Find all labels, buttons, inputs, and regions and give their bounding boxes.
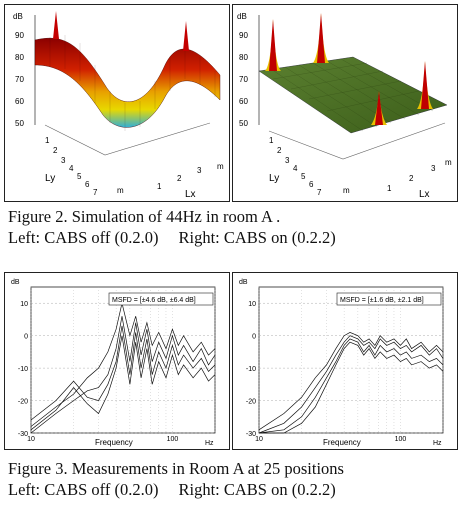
fig2r-y-unit: m: [343, 186, 350, 195]
x-tick-label: 100: [395, 436, 407, 443]
series-line: [30, 325, 216, 421]
fig2l-y-tick: 7: [93, 188, 98, 197]
fig2r-z-tick: 80: [239, 53, 248, 62]
fig2l-z-tick: 80: [15, 53, 24, 62]
fig2r-y-tick: 5: [301, 172, 306, 181]
fig2l-z-tick: 60: [15, 97, 24, 106]
fig2l-y-unit: m: [117, 186, 124, 195]
figure2-caption-sub: Left: CABS off (0.2.0) Right: CABS on (0.…: [8, 227, 336, 248]
fig2r-y-tick: 2: [277, 146, 282, 155]
series-line: [258, 338, 444, 434]
series-line: [30, 303, 216, 427]
fig2l-y-tick: 1: [45, 136, 50, 145]
fig3r-legend: MSFD = [±1.6 dB, ±2.1 dB]: [340, 297, 424, 304]
y-tick-label: -20: [18, 399, 28, 406]
y-tick-label: 0: [24, 334, 28, 341]
fig2l-y-tick: 3: [61, 156, 66, 165]
figure3-caption-sub: Left: CABS off (0.2.0) Right: CABS on (0.…: [8, 479, 344, 500]
fig2l-z-tick: 90: [15, 31, 24, 40]
fig2r-z-tick: 90: [239, 31, 248, 40]
x-tick-label: 10: [27, 436, 35, 443]
fig2l-x-unit: m: [217, 162, 224, 171]
x-tick-label: 10: [255, 436, 263, 443]
fig2r-z-tick: 50: [239, 119, 248, 128]
fig2r-x-label: Lx: [419, 189, 430, 200]
fig2l-z-unit: dB: [13, 12, 23, 21]
fig2r-y-label: Ly: [269, 173, 279, 184]
fig2l-y-label: Ly: [45, 173, 55, 184]
y-tick-label: 0: [252, 334, 256, 341]
series-line: [258, 332, 444, 431]
y-tick-label: 10: [248, 301, 256, 308]
fig3l-legend: MSFD = [±4.6 dB, ±6.4 dB]: [112, 297, 196, 304]
fig2r-y-tick: 4: [293, 164, 298, 173]
x-tick-label: 100: [167, 436, 179, 443]
fig2r-x-tick: 1: [387, 184, 392, 193]
y-tick-label: 10: [20, 301, 28, 308]
y-tick-label: -20: [246, 399, 256, 406]
y-tick-label: -30: [18, 431, 28, 438]
series-line: [30, 316, 216, 434]
figure3-caption-title: Figure 3. Measurements in Room A at 25 p…: [8, 459, 344, 478]
fig2l-x-tick: 1: [157, 182, 162, 191]
fig3r-x-unit: Hz: [433, 440, 442, 447]
fig3l-x-label: Frequency: [95, 438, 133, 447]
fig2-right-surface-plot: dB 90 80 70 60 50 1 2 3 4: [232, 4, 458, 202]
figure3-caption: Figure 3. Measurements in Room A at 25 p…: [8, 458, 344, 500]
fig2r-z-unit: dB: [237, 12, 247, 21]
fig2r-z-tick: 60: [239, 97, 248, 106]
fig2l-z-tick: 50: [15, 119, 24, 128]
fig2l-y-tick: 4: [69, 164, 74, 173]
figure3-caption-left: Left: CABS off (0.2.0): [8, 480, 159, 499]
fig2l-x-tick: 3: [197, 166, 202, 175]
fig2r-x-tick: 3: [431, 164, 436, 173]
fig3r-x-label: Frequency: [323, 438, 361, 447]
fig2r-y-tick: 3: [285, 156, 290, 165]
fig3-right-chart: dB 10 0 -10 -20 -30 10 100 MSFD = [±1.6 dB, ±2…: [232, 272, 458, 450]
fig2r-x-unit: m: [445, 158, 452, 167]
fig3l-legend-box: [108, 292, 214, 306]
fig2-right-svg: dB 90 80 70 60 50 1 2 3 4: [237, 12, 452, 200]
fig2r-surface: [258, 13, 448, 134]
fig3l-y-unit: dB: [11, 279, 20, 286]
fig2l-y-tick: 5: [77, 172, 82, 181]
series-line: [259, 341, 444, 434]
fig2l-z-tick: 70: [15, 75, 24, 84]
fig2l-y-tick: 6: [85, 180, 90, 189]
fig2r-y-tick: 7: [317, 188, 322, 197]
figure3-caption-right: Right: CABS on (0.2.2): [178, 480, 336, 499]
fig3l-plot-area: [30, 286, 216, 434]
fig2l-surface: [34, 11, 221, 156]
fig2-left-surface-plot: dB 90 80 70 60 50 1 2 3 4 5 6 7: [4, 4, 230, 202]
y-tick-label: -30: [246, 431, 256, 438]
figure2-caption-right: Right: CABS on (0.2.2): [178, 228, 336, 247]
y-tick-label: -10: [18, 366, 28, 373]
series-line: [30, 335, 216, 431]
figure2-caption-title: Figure 2. Simulation of 44Hz in room A .: [8, 207, 281, 226]
y-tick-label: -10: [246, 366, 256, 373]
fig2r-y-tick: 1: [269, 136, 274, 145]
fig2r-y-tick: 6: [309, 180, 314, 189]
fig2r-x-tick: 2: [409, 174, 414, 183]
fig3r-y-unit: dB: [239, 279, 248, 286]
figure2-caption-left: Left: CABS off (0.2.0): [8, 228, 159, 247]
fig2-left-svg: dB 90 80 70 60 50 1 2 3 4 5 6 7: [13, 11, 224, 200]
fig2r-z-tick: 70: [239, 75, 248, 84]
fig2l-y-tick: 2: [53, 146, 58, 155]
fig3-left-chart: dB 10 0 -10 -20 -30 10 100 MSFD = [±4.6 dB, ±6…: [4, 272, 230, 450]
fig3r-legend-box: [336, 292, 442, 306]
series-line: [258, 335, 444, 434]
figure2-caption: Figure 2. Simulation of 44Hz in room A .…: [8, 206, 336, 248]
fig3l-x-unit: Hz: [205, 440, 214, 447]
fig2l-x-tick: 2: [177, 174, 182, 183]
fig2l-x-label: Lx: [185, 189, 196, 200]
